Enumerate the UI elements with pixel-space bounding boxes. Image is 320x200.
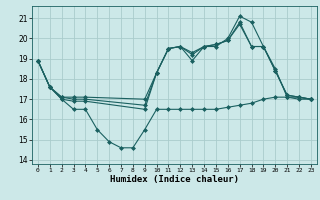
X-axis label: Humidex (Indice chaleur): Humidex (Indice chaleur): [110, 175, 239, 184]
